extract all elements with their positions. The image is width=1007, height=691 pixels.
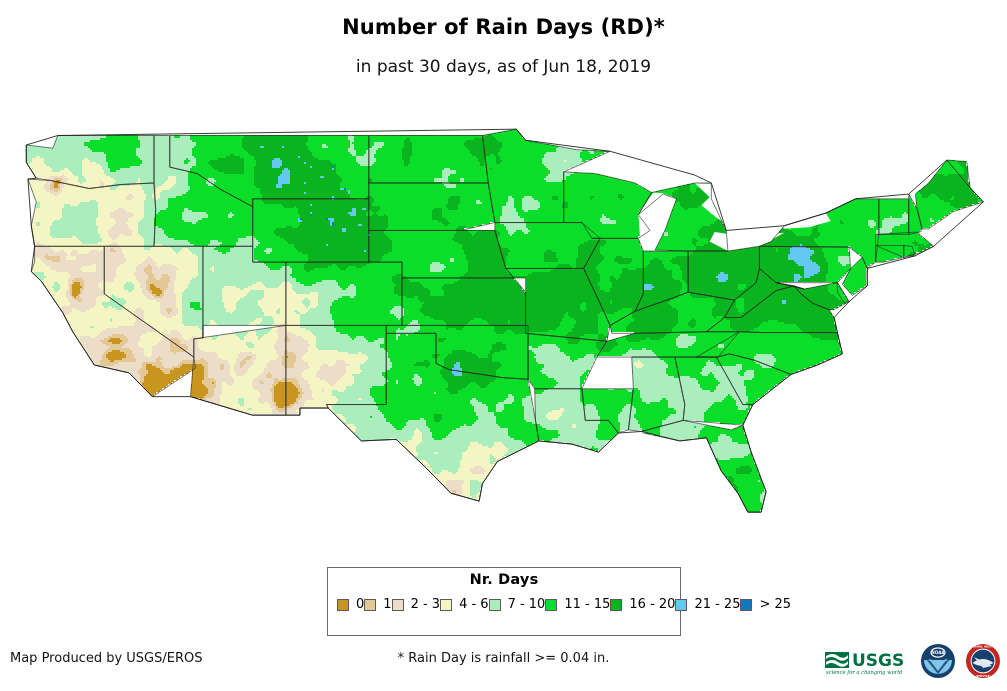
- legend-label: 0: [356, 597, 365, 612]
- legend-color-swatch: [440, 598, 453, 611]
- legend-entry: 1: [364, 595, 392, 614]
- page-title: Number of Rain Days (RD)*: [342, 15, 665, 39]
- title-block: Number of Rain Days (RD)* in past 30 day…: [0, 14, 1007, 79]
- legend-entry: 7 - 10: [488, 595, 546, 614]
- legend-label: 7 - 10: [507, 597, 546, 612]
- rain-day-footnote: * Rain Day is rainfall >= 0.04 in.: [397, 651, 610, 666]
- usgs-logo-tagline: science for a changing world: [826, 670, 903, 676]
- legend-label: 2 - 3: [410, 597, 441, 612]
- usgs-logo: USGS science for a changing world: [825, 651, 904, 676]
- noaa-logo: NOAA: [921, 644, 955, 678]
- legend-entry: > 25: [740, 595, 791, 614]
- agency-logos: USGS science for a changing world NOAA N…: [823, 638, 1001, 684]
- legend-label: 16 - 20: [629, 597, 676, 612]
- legend-color-swatch: [337, 598, 349, 611]
- producer-credit: Map Produced by USGS/EROS: [10, 651, 203, 666]
- map-legend: Nr. Days 0 1 2 - 3 4 - 6 7 - 10 11 - 15 16 - 2…: [327, 567, 791, 636]
- legend-entry: 0: [337, 595, 364, 614]
- legend-label: > 25: [759, 597, 792, 612]
- legend-label: 21 - 25: [694, 597, 741, 612]
- legend-entry: 21 - 25: [675, 595, 740, 614]
- legend-entries: 0 1 2 - 3 4 - 6 7 - 10 11 - 15 16 - 20 21 - 25 >…: [337, 595, 791, 614]
- noaa-logo-text: NOAA: [931, 650, 945, 655]
- map-container[interactable]: [0, 108, 1007, 558]
- svg-text:SERVICE: SERVICE: [976, 674, 990, 678]
- legend-color-swatch: [675, 598, 688, 611]
- legend-color-swatch: [740, 598, 753, 611]
- usgs-logo-text: USGS: [852, 651, 904, 671]
- page-subtitle: in past 30 days, as of Jun 18, 2019: [355, 57, 652, 77]
- legend-entry: 11 - 15: [545, 595, 610, 614]
- legend-color-swatch: [391, 598, 404, 611]
- legend-color-swatch: [610, 598, 623, 611]
- legend-entry: 4 - 6: [440, 595, 489, 614]
- legend-color-swatch: [364, 598, 377, 611]
- svg-text:NATIONAL WEATHER: NATIONAL WEATHER: [966, 644, 1000, 648]
- rain-days-choropleth-map[interactable]: [0, 108, 1007, 558]
- legend-color-swatch: [488, 598, 501, 611]
- legend-entry: 2 - 3: [391, 595, 441, 614]
- nws-logo: NATIONAL WEATHER SERVICE: [966, 644, 1000, 678]
- legend-color-swatch: [545, 598, 558, 611]
- legend-entry: 16 - 20: [610, 595, 675, 614]
- legend-title: Nr. Days: [469, 572, 539, 588]
- legend-label: 11 - 15: [564, 597, 611, 612]
- legend-label: 1: [383, 597, 392, 612]
- legend-label: 4 - 6: [459, 597, 489, 612]
